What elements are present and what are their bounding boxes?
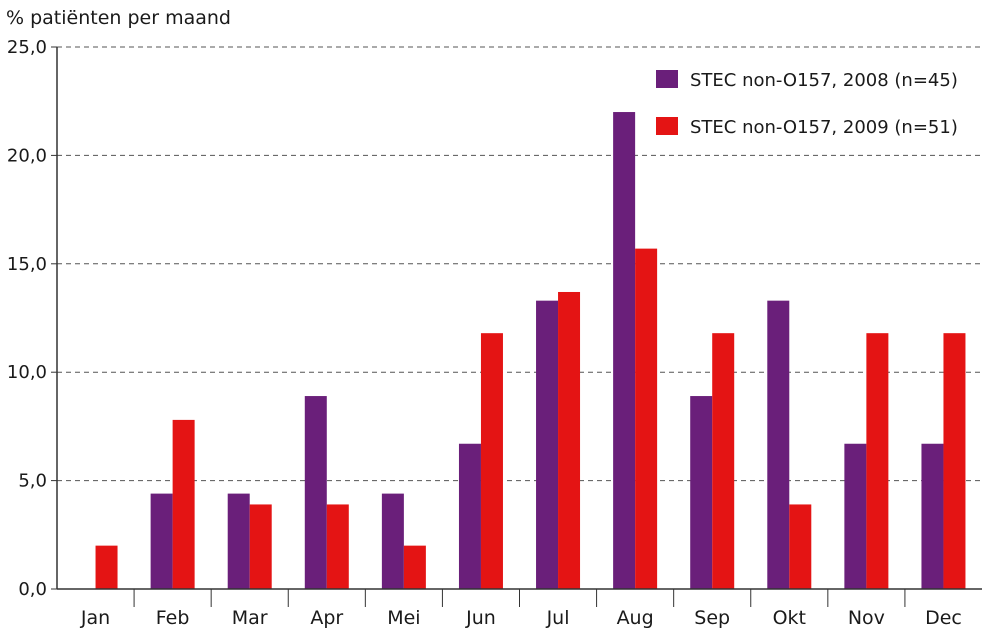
x-tick-label: Jan <box>80 607 110 629</box>
x-tick-label: Jun <box>465 607 496 629</box>
bar-series-1-aug <box>613 112 636 589</box>
bar-series-2-mar <box>249 504 272 589</box>
x-tick-label: Dec <box>925 607 962 629</box>
y-tick-label: 20,0 <box>7 145 47 166</box>
bar-series-2-apr <box>326 504 349 589</box>
x-tick-label: Sep <box>694 607 730 629</box>
bar-series-2-feb <box>172 419 195 589</box>
bar-series-1-mei <box>381 493 404 589</box>
bar-series-1-dec <box>921 443 944 589</box>
x-tick-label: Okt <box>773 607 806 629</box>
bar-series-1-sep <box>690 396 713 589</box>
legend-label: STEC non-O157, 2009 (n=51) <box>690 117 958 138</box>
bar-series-1-feb <box>150 493 173 589</box>
bar-series-2-nov <box>866 333 889 589</box>
grid-layer <box>57 46 982 482</box>
bar-series-1-nov <box>844 443 867 589</box>
y-tick-label: 25,0 <box>7 37 47 58</box>
bar-series-2-dec <box>943 333 966 589</box>
bar-series-2-jun <box>480 333 503 589</box>
x-tick-label: Aug <box>617 607 654 629</box>
x-tick-label: Nov <box>848 607 885 629</box>
bar-series-2-okt <box>789 504 812 589</box>
bar-series-1-jul <box>536 300 559 589</box>
x-tick-label: Mei <box>387 607 420 629</box>
legend-swatch <box>656 117 678 135</box>
bar-series-2-sep <box>712 333 735 589</box>
x-tick-label: Feb <box>156 607 190 629</box>
bars-layer <box>95 112 966 589</box>
y-tick-label: 15,0 <box>7 254 47 275</box>
x-tick-label: Mar <box>232 607 268 629</box>
bar-series-1-jun <box>458 443 481 589</box>
legend-label: STEC non-O157, 2008 (n=45) <box>690 70 958 91</box>
y-tick-label: 0,0 <box>18 579 47 600</box>
bar-series-2-mei <box>403 545 426 589</box>
y-tick-label: 5,0 <box>18 471 47 492</box>
bar-series-1-okt <box>767 300 790 589</box>
bar-series-2-jan <box>95 545 118 589</box>
x-tick-label: Jul <box>546 607 570 629</box>
legend: STEC non-O157, 2008 (n=45) STEC non-O157,… <box>656 70 958 138</box>
axis-layer: 0,0 5,0 10,0 15,0 20,0 25,0 Jan Feb Mar Apr Mei Jun… <box>7 37 982 629</box>
bar-series-1-apr <box>304 396 327 589</box>
x-tick-label: Apr <box>310 607 343 629</box>
legend-swatch <box>656 70 678 88</box>
bar-series-2-jul <box>558 291 581 589</box>
y-axis-title: % patiënten per maand <box>6 7 231 29</box>
bar-series-1-mar <box>227 493 250 589</box>
y-tick-label: 10,0 <box>7 362 47 383</box>
bar-series-2-aug <box>635 248 658 589</box>
